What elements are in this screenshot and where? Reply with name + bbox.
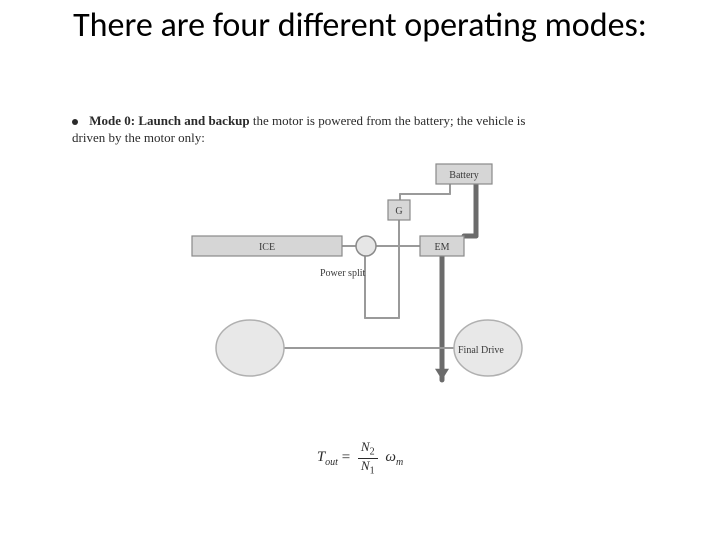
svg-text:Final Drive: Final Drive [458,345,504,356]
eq-den-N: N [361,458,370,473]
svg-text:Power split: Power split [320,268,366,279]
eq-fraction: N2 N1 [358,440,378,476]
svg-text:G: G [395,206,402,217]
page-title: There are four different operating modes… [0,6,720,45]
mode-description: Mode 0: Launch and backup the motor is p… [72,112,648,146]
eq-omega-sub: m [396,457,403,468]
eq-T: T [317,449,325,465]
slide: There are four different operating modes… [0,0,720,540]
svg-text:EM: EM [435,242,450,253]
eq-T-sub: out [325,457,338,468]
eq-den-sub: 1 [370,465,375,476]
powertrain-diagram: Battery G EM ICE Power split Final Drive [150,158,570,418]
eq-equals: = [342,450,354,466]
eq-num-sub: 2 [370,447,375,458]
equation: Tout = N2 N1 ωm [0,440,720,476]
eq-omega: ω [385,449,396,465]
mode-line2: driven by the motor only: [72,130,648,146]
svg-text:ICE: ICE [259,242,275,253]
bullet-icon [72,119,78,125]
mode-lead: Mode 0: Launch and backup [89,113,249,128]
eq-num-N: N [361,439,370,454]
svg-text:Battery: Battery [449,170,478,181]
mode-rest-line1: the motor is powered from the battery; t… [253,113,526,128]
